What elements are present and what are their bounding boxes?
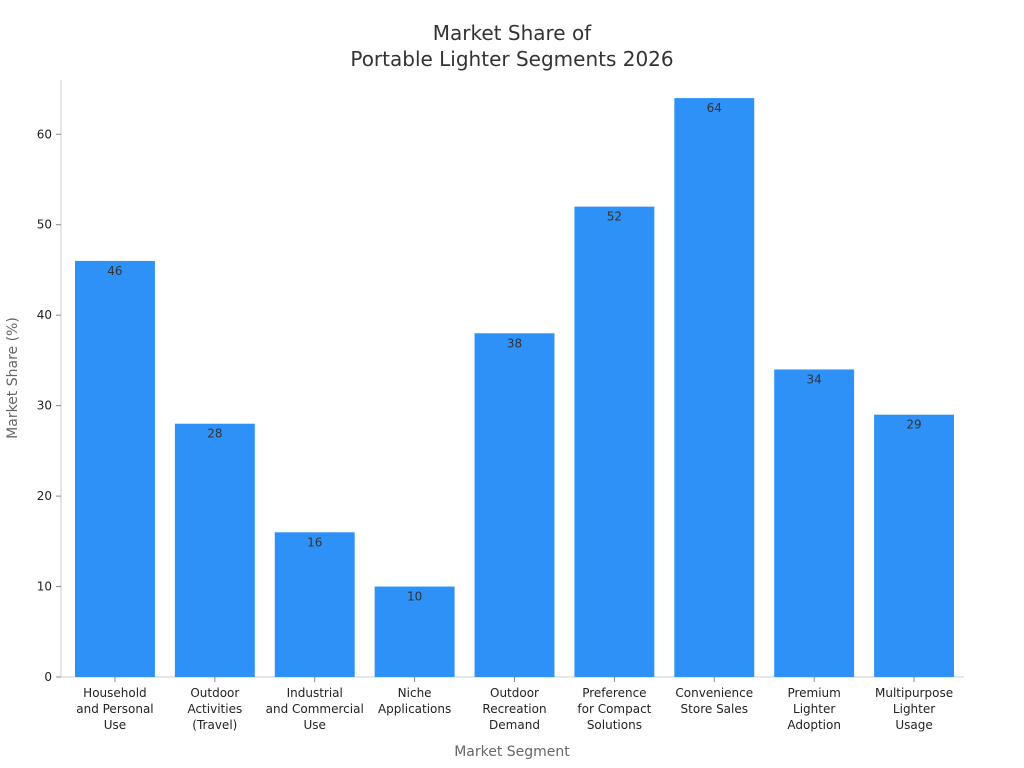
x-tick-label-line: Lighter — [793, 702, 835, 716]
x-tick-label-line: Lighter — [893, 702, 935, 716]
x-tick-label-line: Industrial — [287, 686, 343, 700]
bar — [474, 333, 555, 677]
bar — [274, 532, 355, 677]
bar-value-label: 10 — [407, 590, 422, 604]
bar-value-label: 46 — [107, 264, 122, 278]
y-tick-label: 0 — [44, 670, 52, 684]
y-tick-label: 40 — [37, 308, 52, 322]
x-tick-label-line: Preference — [582, 686, 646, 700]
data-labels: 46 28 16 10 38 52 64 34 29 — [107, 101, 921, 603]
x-tick-label-line: Household — [83, 686, 147, 700]
x-tick-label: Outdoor Activities (Travel) — [187, 686, 242, 732]
bar — [374, 586, 455, 677]
x-tick-label-line: Applications — [378, 702, 451, 716]
bar — [174, 423, 255, 677]
x-tick-label-line: Premium — [787, 686, 840, 700]
x-axis-title: Market Segment — [454, 744, 570, 760]
y-tick-label: 50 — [37, 218, 52, 232]
bar-value-label: 34 — [807, 372, 822, 386]
x-tick-label: Premium Lighter Adoption — [787, 686, 841, 732]
x-tick-label-line: Multipurpose — [875, 686, 953, 700]
x-tick-label-line: Demand — [489, 718, 540, 732]
y-axis: 0 10 20 30 40 50 60 — [37, 80, 62, 684]
x-tick-label-line: Use — [104, 718, 126, 732]
x-tick-label-line: Solutions — [587, 718, 642, 732]
x-tick-label: Household and Personal Use — [76, 686, 153, 732]
x-tick-label-line: Adoption — [787, 718, 841, 732]
bar-value-label: 28 — [207, 427, 222, 441]
y-tick-label: 20 — [37, 489, 52, 503]
x-tick-label-line: Activities — [187, 702, 242, 716]
x-axis: Household and Personal Use Outdoor Activitie… — [61, 676, 964, 732]
x-tick-label: Preference for Compact Solutions — [577, 686, 651, 732]
x-tick-label-line: and Personal — [76, 702, 153, 716]
x-tick-label-line: Recreation — [482, 702, 546, 716]
y-axis-title: Market Share (%) — [5, 317, 21, 439]
bar-value-label: 64 — [707, 101, 722, 115]
x-tick-label-line: Convenience — [675, 686, 753, 700]
x-tick-label-line: for Compact — [577, 702, 651, 716]
bar — [674, 98, 755, 677]
x-tick-label: Outdoor Recreation Demand — [482, 686, 546, 732]
bars — [74, 98, 955, 678]
y-tick-label: 10 — [37, 580, 52, 594]
x-tick-label: Industrial and Commercial Use — [266, 686, 364, 732]
bar-value-label: 29 — [906, 418, 921, 432]
bar-value-label: 16 — [307, 535, 322, 549]
x-tick-label: Convenience Store Sales — [675, 686, 753, 716]
x-tick-label: Niche Applications — [378, 686, 451, 716]
y-tick-label: 30 — [37, 399, 52, 413]
y-tick-label: 60 — [37, 127, 52, 141]
x-tick-label-line: Niche — [398, 686, 432, 700]
x-tick-label-line: Outdoor — [490, 686, 539, 700]
bar-value-label: 52 — [607, 210, 622, 224]
bar — [574, 206, 655, 678]
bar-value-label: 38 — [507, 336, 522, 350]
x-tick-label-line: (Travel) — [192, 718, 237, 732]
x-tick-label-line: and Commercial — [266, 702, 364, 716]
bar — [74, 260, 155, 677]
x-tick-label-line: Store Sales — [681, 702, 748, 716]
chart-title-line: Market Share of — [433, 21, 592, 45]
bar — [774, 369, 855, 677]
x-tick-label-line: Usage — [895, 718, 932, 732]
bar — [874, 414, 955, 677]
x-tick-label-line: Use — [304, 718, 326, 732]
x-tick-label: Multipurpose Lighter Usage — [875, 686, 953, 732]
chart-title-line: Portable Lighter Segments 2026 — [350, 47, 673, 71]
x-tick-label-line: Outdoor — [190, 686, 239, 700]
